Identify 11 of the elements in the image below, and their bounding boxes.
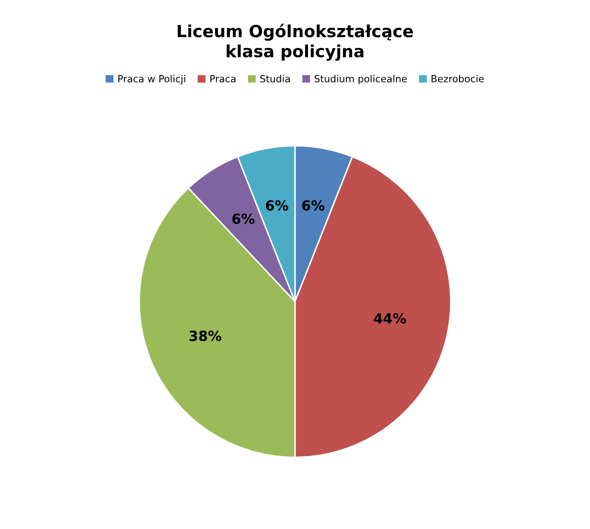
data-label: 6%: [302, 200, 324, 211]
legend-label: Praca w Policji: [118, 74, 186, 84]
legend-label: Studium policealne: [314, 74, 407, 84]
data-label: 38%: [190, 330, 222, 342]
data-label: 6%: [266, 200, 288, 211]
legend-label: Praca: [210, 75, 236, 82]
legend-label: Studia: [260, 74, 290, 82]
data-label: 44%: [374, 313, 406, 324]
data-label: 6%: [232, 214, 255, 224]
legend-label: Bezrobocie: [432, 74, 484, 82]
chart-title: Liceum Ogólnokształcące klasa policyjna: [178, 24, 413, 61]
